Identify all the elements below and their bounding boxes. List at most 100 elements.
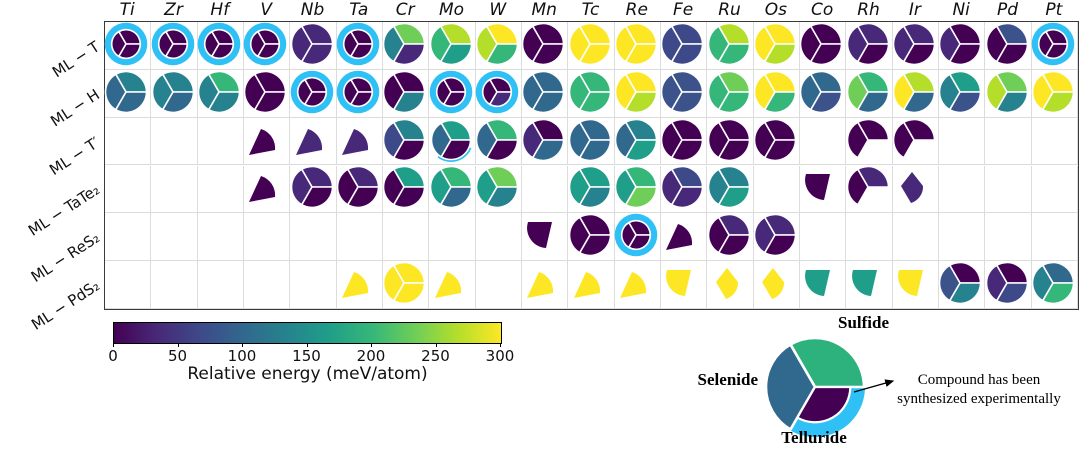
chalcogen-pie-Pd [985,70,1028,114]
chalcogen-pie-Co [799,22,843,66]
column-header-Ir: Ir [908,0,921,20]
colorbar-gradient [113,322,502,344]
cell-MLReS-Cr [383,213,430,262]
cell-MLReS-V [244,213,291,262]
colorbar-tick [371,343,372,347]
chalcogen-pie-W [475,166,519,209]
chalcogen-pie-Re [614,70,658,114]
column-header-Nb: Nb [300,0,325,20]
cell-MLT-Fe [661,117,708,166]
column-header-Pd: Pd [996,0,1019,20]
chalcogen-pie-Mn [521,70,565,114]
cell-MLT-Mo [429,117,476,166]
cell-MLReS-Pt [1031,213,1078,262]
column-header-Cr: Cr [395,0,415,20]
chalcogen-pie-Co [805,174,831,201]
chalcogen-pie-V [243,70,287,114]
chalcogen-pie-Mo [434,272,461,299]
cell-MLReS-Fe [661,213,708,262]
chalcogen-pie-Tc [573,272,600,299]
cell-MLTaTe-Pt [1031,165,1078,214]
cell-MLT-Rh [846,22,893,70]
chalcogen-pie-Re [614,22,658,66]
cell-MLT-Zr [151,22,198,70]
chalcogen-pie-Tc [568,213,611,257]
chalcogen-pie-Cr [382,166,426,209]
chalcogen-pie-Nb [295,128,322,155]
cell-MLTaTe-Ta [336,165,383,214]
cell-MLT-Cr [383,117,430,166]
chalcogen-pie-Cr [382,70,426,114]
cell-MLH-Co [800,69,847,118]
chalcogen-pie-Mn [521,22,565,66]
cell-MLTaTe-Re [614,165,661,214]
cell-MLPdS-Fe [661,261,708,309]
chalcogen-pie-Re [619,272,646,299]
cell-MLT-Pd [985,117,1032,166]
cell-MLReS-Mn [522,213,569,262]
chalcogen-pie-Hf [197,22,241,66]
chalcogen-pie-Mo [429,22,472,66]
chalcogen-pie-Fe [666,224,693,251]
column-header-W: W [489,0,507,20]
cell-MLPdS-Tc [568,261,615,309]
colorbar-tick [306,343,308,347]
cell-MLPdS-Cr [383,261,430,309]
cell-MLReS-Ni [939,213,986,262]
cell-MLH-Os [753,69,800,118]
chalcogen-pie-Os [761,268,784,300]
cell-MLT-Zr [151,117,198,166]
annotation-line-1: Compound has been [917,372,1041,388]
colorbar-tick-label-300: 300 [485,347,515,365]
cell-MLTaTe-Mn [522,165,569,214]
chalcogen-pie-Re [614,118,658,161]
annotation-synthesized: Compound has been synthesized experiment… [878,371,1080,409]
chalcogen-pie-Hf [197,70,241,114]
cell-MLT-Ti [105,22,152,70]
colorbar-tick [177,343,179,347]
cell-MLT-Hf [197,22,244,70]
chalcogen-pie-Mo [429,166,472,209]
cell-MLT-Nb [290,117,337,166]
column-header-Co: Co [811,0,834,20]
column-header-Mo: Mo [438,0,465,20]
cell-MLTaTe-Ni [939,165,986,214]
cell-MLReS-Os [753,213,800,262]
chalcogen-pie-Cr [382,261,426,305]
chalcogen-pie-Cr [382,118,426,161]
cell-MLT-Mn [522,22,569,70]
cell-MLPdS-Rh [846,261,893,309]
chalcogen-pie-Mn [521,118,565,161]
chalcogen-pie-Ni [938,70,982,114]
cell-MLTaTe-Ir [892,165,939,214]
cell-MLReS-Hf [197,213,244,262]
cell-MLTaTe-W [475,165,522,214]
colorbar-tick [435,343,437,347]
cell-MLPdS-Ta [336,261,383,309]
column-header-Mn: Mn [531,0,557,20]
colorbar-tick [242,343,243,347]
cell-MLT-W [475,22,522,70]
chalcogen-pie-Ta [336,166,380,209]
cell-MLT-Fe [661,22,708,70]
chalcogen-pie-Zr [151,22,194,66]
colorbar-label: Relative energy (meV/atom) [187,364,428,384]
cell-MLTaTe-Mo [429,165,476,214]
cell-MLReS-Rh [846,213,893,262]
chalcogen-pie-Ni [938,22,982,66]
cell-MLT-Tc [568,117,615,166]
cell-MLT-Ru [707,22,754,70]
cell-MLT-Os [753,22,800,70]
cell-MLTaTe-Ru [707,165,754,214]
chalcogen-pie-Ru [707,22,750,66]
cell-MLH-Rh [846,69,893,118]
colorbar-tick-label-50: 50 [167,347,188,365]
cell-MLT-Ni [939,117,986,166]
cell-MLPdS-Ni [939,261,986,309]
cell-MLReS-Tc [568,213,615,262]
cell-MLReS-Mo [429,213,476,262]
column-header-V: V [260,0,272,20]
chalcogen-pie-Nb [290,70,333,114]
column-header-Rh: Rh [857,0,880,20]
chalcogen-pie-W [475,118,519,161]
